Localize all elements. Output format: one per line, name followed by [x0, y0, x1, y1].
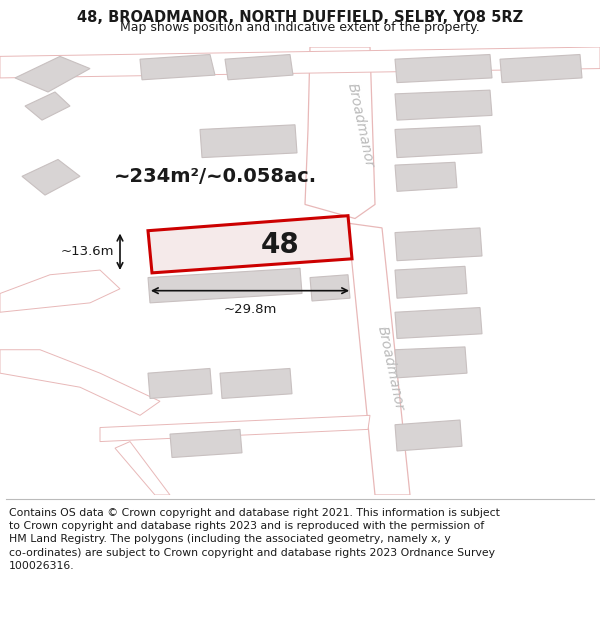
Polygon shape: [22, 159, 80, 195]
Polygon shape: [395, 308, 482, 339]
Text: Broadmanor: Broadmanor: [374, 325, 406, 412]
Polygon shape: [395, 347, 467, 378]
Polygon shape: [395, 126, 482, 158]
Polygon shape: [148, 268, 302, 303]
Polygon shape: [310, 275, 350, 301]
Polygon shape: [0, 270, 120, 312]
Polygon shape: [0, 47, 600, 78]
Polygon shape: [348, 223, 410, 495]
Polygon shape: [115, 442, 170, 495]
Text: Contains OS data © Crown copyright and database right 2021. This information is : Contains OS data © Crown copyright and d…: [9, 508, 500, 571]
Text: Map shows position and indicative extent of the property.: Map shows position and indicative extent…: [120, 21, 480, 34]
Text: ~13.6m: ~13.6m: [61, 245, 114, 258]
Polygon shape: [155, 232, 202, 259]
Polygon shape: [25, 92, 70, 120]
Text: 48: 48: [260, 231, 299, 259]
Polygon shape: [148, 369, 212, 399]
Polygon shape: [395, 54, 492, 82]
Polygon shape: [225, 54, 293, 80]
Polygon shape: [148, 216, 352, 273]
Text: ~29.8m: ~29.8m: [223, 303, 277, 316]
Polygon shape: [500, 54, 582, 82]
Polygon shape: [305, 47, 375, 219]
Polygon shape: [395, 420, 462, 451]
Polygon shape: [395, 228, 482, 261]
Polygon shape: [15, 56, 90, 92]
Polygon shape: [395, 90, 492, 120]
Text: 48, BROADMANOR, NORTH DUFFIELD, SELBY, YO8 5RZ: 48, BROADMANOR, NORTH DUFFIELD, SELBY, Y…: [77, 11, 523, 26]
Polygon shape: [140, 54, 215, 80]
Text: ~234m²/~0.058ac.: ~234m²/~0.058ac.: [113, 167, 317, 186]
Text: Broadmanor: Broadmanor: [344, 81, 376, 168]
Polygon shape: [395, 162, 457, 191]
Polygon shape: [0, 350, 160, 416]
Polygon shape: [200, 125, 297, 158]
Polygon shape: [170, 429, 242, 458]
Polygon shape: [220, 369, 292, 399]
Polygon shape: [100, 416, 370, 442]
Polygon shape: [395, 266, 467, 298]
